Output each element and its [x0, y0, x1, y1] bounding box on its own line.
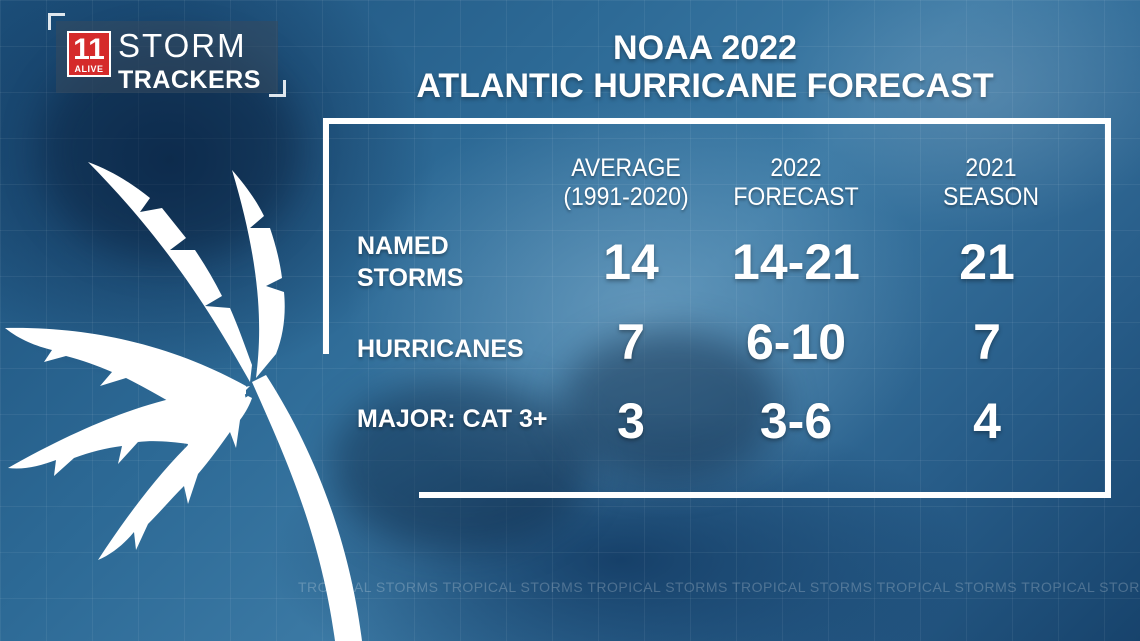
- value-named-storms-season: 21: [959, 234, 1015, 290]
- background-shadow: [560, 330, 780, 480]
- badge-number: 11: [73, 33, 105, 66]
- column-header-average: AVERAGE (1991-2020): [548, 154, 704, 212]
- column-header-forecast: 2022 FORECAST: [718, 154, 874, 212]
- row-label-hurricanes: HURRICANES: [357, 333, 524, 365]
- frame-bottom: [419, 492, 1111, 498]
- logo-trackers-text: TRACKERS: [118, 66, 261, 94]
- value-major-average: 3: [617, 393, 645, 449]
- column-header-line: SEASON: [943, 183, 1039, 211]
- column-header-line: FORECAST: [733, 183, 859, 211]
- logo-panel: 11 ALIVE STORM TRACKERS: [56, 21, 278, 93]
- row-label-line: MAJOR: CAT 3+: [357, 405, 548, 433]
- logo-bracket: [269, 80, 286, 97]
- storm-trackers-logo: 11 ALIVE STORM TRACKERS: [48, 13, 286, 97]
- column-header-season: 2021 SEASON: [913, 154, 1069, 212]
- row-label-line: NAMED: [357, 232, 449, 260]
- column-header-line: 2022: [770, 154, 822, 182]
- background-shadow: [330, 380, 590, 550]
- value-hurricanes-average: 7: [617, 314, 645, 370]
- row-label-line: HURRICANES: [357, 335, 524, 363]
- frame-top: [323, 118, 1111, 124]
- badge-text: ALIVE: [74, 64, 104, 74]
- logo-storm-text: STORM: [118, 27, 247, 64]
- 11alive-badge: 11 ALIVE: [67, 31, 111, 77]
- value-major-forecast: 3-6: [759, 393, 833, 449]
- value-hurricanes-season: 7: [973, 314, 1001, 370]
- tropical-storms-watermark: TROPICAL STORMS TROPICAL STORMS TROPICAL…: [298, 579, 1140, 595]
- title-line-1: NOAA 2022: [613, 29, 797, 67]
- column-header-line: (1991-2020): [563, 183, 689, 211]
- palm-tree-icon: [5, 162, 362, 641]
- row-label-major-cat3: MAJOR: CAT 3+: [357, 403, 548, 435]
- value-named-storms-forecast: 14-21: [732, 234, 860, 290]
- value-hurricanes-forecast: 6-10: [745, 314, 847, 370]
- value-named-storms-average: 14: [603, 234, 659, 290]
- value-major-season: 4: [973, 393, 1001, 449]
- title-line-2: ATLANTIC HURRICANE FORECAST: [416, 67, 994, 105]
- frame-left: [323, 118, 329, 354]
- column-header-line: AVERAGE: [571, 154, 681, 182]
- row-label-named-storms: NAMED STORMS: [357, 230, 464, 294]
- frame-right: [1105, 118, 1111, 498]
- column-header-line: 2021: [965, 154, 1017, 182]
- row-label-line: STORMS: [357, 264, 464, 292]
- logo-bracket: [48, 13, 65, 30]
